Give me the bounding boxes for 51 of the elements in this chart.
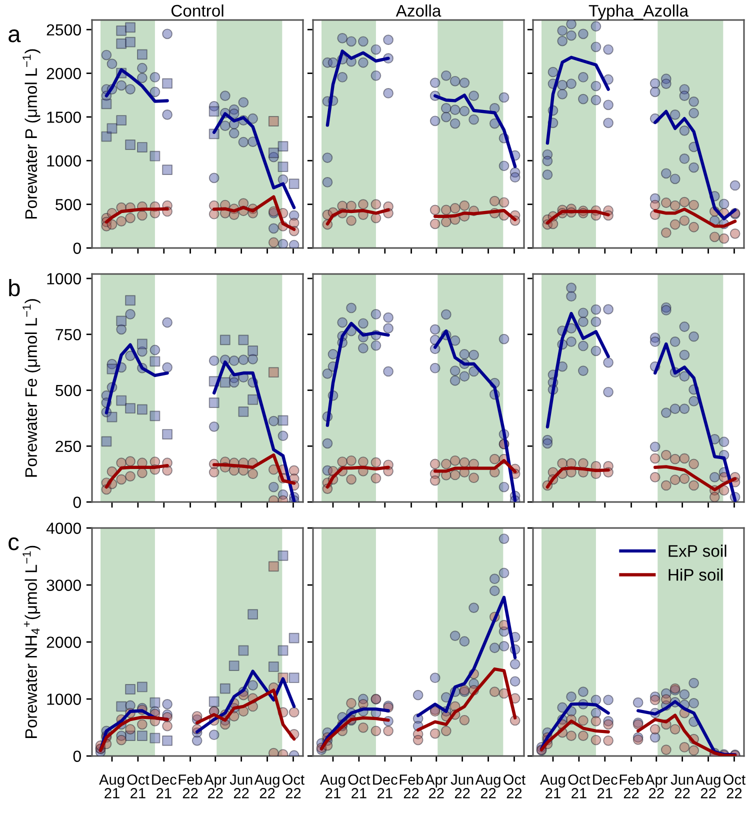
x-tick-label: Oct 22	[724, 774, 746, 798]
x-tick-label: Apr 22	[425, 774, 448, 798]
x-tick-label: Aug 22	[475, 774, 500, 798]
y-tick-label: 1500	[47, 112, 81, 123]
x-tick-label: Dec 21	[152, 774, 176, 798]
x-tick-label: Oct 22	[282, 774, 304, 798]
x-tick-label: Jun 22	[450, 774, 474, 798]
y-tick-label: 500	[56, 384, 81, 396]
y-axis-title: Porewater NH$_{4}$$^{+}$(μmol L$^{−1}$)	[22, 546, 40, 738]
y-tick-label: 0	[73, 496, 81, 508]
x-tick-label: Aug 22	[695, 774, 720, 798]
x-tick-label: Jun 22	[670, 774, 694, 798]
y-tick-label: 500	[56, 198, 81, 210]
text: c	[8, 537, 19, 550]
x-tick-label: Dec 21	[373, 774, 398, 798]
y-tick-label: 2500	[46, 24, 81, 36]
x-tick-label: Feb 22	[400, 774, 424, 798]
text: b	[9, 278, 20, 296]
x-tick-label: Aug 21	[540, 774, 566, 798]
y-tick-label: 3000	[46, 580, 81, 591]
x-tick-label: Feb 22	[620, 774, 644, 798]
x-tick-label: Apr 22	[645, 774, 668, 798]
y-tick-label: 2000	[46, 636, 81, 648]
x-tick-label: Aug 21	[99, 774, 124, 798]
y-tick-label: 250	[56, 440, 81, 452]
y-tick-label: 4000	[46, 522, 81, 534]
y-tick-label: 0	[73, 242, 81, 254]
x-tick-label: Aug 22	[254, 774, 280, 798]
y-tick-label: 750	[56, 328, 81, 340]
y-axis-title: Porewater P (μmol L$^{−1}$)	[22, 49, 40, 219]
y-axis-title: Porewater Fe (μmol L$^{−1}$)	[22, 299, 40, 477]
x-tick-label: Dec 21	[593, 774, 618, 798]
y-tick-label: 1000	[47, 273, 81, 284]
chart-title: Typha_Azolla	[588, 4, 689, 20]
x-tick-label: Feb 22	[178, 774, 202, 798]
x-tick-label: Oct 21	[127, 774, 150, 798]
chart-title: Control	[171, 4, 224, 17]
x-tick-label: Oct 22	[504, 774, 526, 798]
x-tick-label: Apr 22	[204, 774, 226, 798]
x-tick-label: Oct 21	[348, 774, 370, 798]
y-tick-label: 2000	[46, 68, 81, 80]
x-tick-label: Aug 21	[320, 774, 346, 798]
y-tick-label: 1000	[47, 155, 81, 167]
legend-label: ExP soil	[668, 544, 726, 557]
legend-label: HiP soil	[668, 568, 723, 581]
chart-title: Azolla	[396, 4, 442, 17]
y-tick-label: 0	[73, 750, 81, 762]
y-tick-label: 1000	[47, 694, 81, 705]
text: a	[8, 29, 21, 42]
x-tick-label: Oct 21	[568, 774, 590, 798]
x-tick-label: Jun 22	[230, 774, 252, 798]
